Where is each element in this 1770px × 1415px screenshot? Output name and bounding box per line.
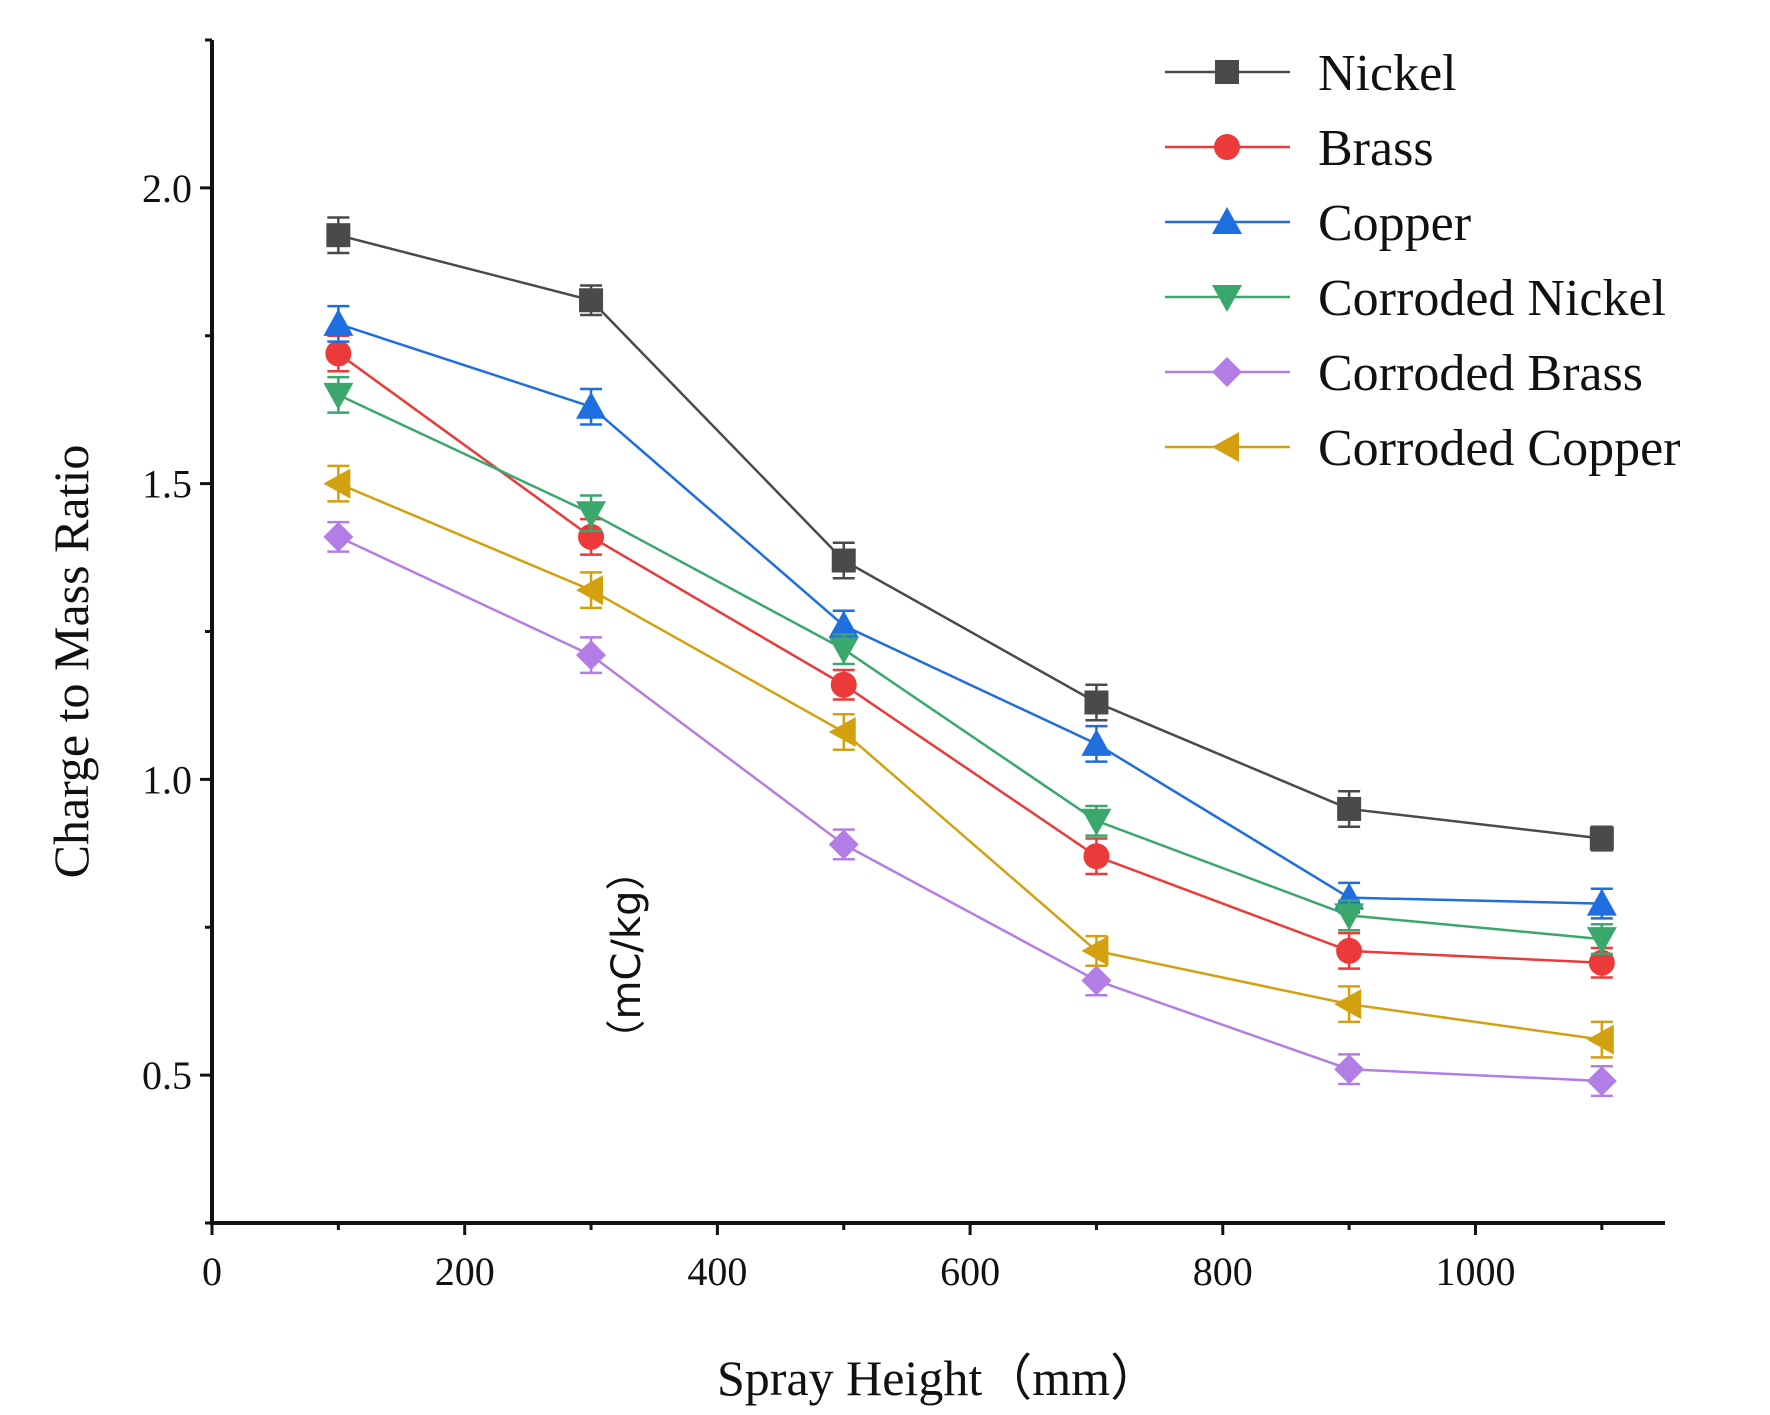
legend-marker <box>1212 207 1242 234</box>
x-tick-label: 1000 <box>1435 1249 1515 1294</box>
y-ticks: 0.5 1.0 1.5 2.0 <box>142 38 212 1225</box>
data-point <box>1586 888 1617 916</box>
data-point <box>1588 949 1615 976</box>
x-ticks: 0 200 400 600 800 1000 <box>202 1223 1604 1294</box>
legend-marker <box>1215 60 1239 84</box>
y-axis-title: Charge to Mass Ratio <box>43 445 99 879</box>
data-point <box>1334 903 1365 931</box>
legend-label: Corroded Nickel <box>1318 270 1666 327</box>
data-point <box>323 382 354 410</box>
series-line <box>337 322 1602 905</box>
data-point <box>828 717 856 748</box>
data-point <box>1081 808 1112 836</box>
legend-item: Copper <box>1165 195 1471 252</box>
data-point <box>828 610 859 638</box>
series-brass <box>325 334 1615 979</box>
legend-marker <box>1212 357 1242 387</box>
data-point <box>1589 826 1614 851</box>
legend-marker <box>1212 285 1242 312</box>
x-tick-label: 600 <box>940 1249 1000 1294</box>
legend-item: Brass <box>1165 120 1434 177</box>
data-point <box>1337 796 1362 821</box>
data-point <box>828 637 859 665</box>
legend-item: Corroded Copper <box>1165 420 1680 477</box>
data-point <box>576 640 607 671</box>
series-corroded-copper <box>323 464 1614 1059</box>
data-point <box>1586 1066 1617 1097</box>
series-corroded-nickel <box>323 375 1617 956</box>
series-line <box>338 233 1602 840</box>
series-nickel <box>326 216 1614 852</box>
data-point <box>1083 843 1110 870</box>
series-line <box>337 535 1602 1083</box>
data-point <box>830 671 857 698</box>
series-line <box>337 482 1602 1041</box>
data-point <box>325 340 352 367</box>
data-point <box>831 548 856 573</box>
y-tick-label: 2.0 <box>142 166 192 211</box>
series-corroded-brass <box>323 520 1617 1098</box>
x-axis-title: Spray Height（mm） <box>717 1350 1160 1406</box>
legend-label: Brass <box>1318 120 1434 177</box>
data-point <box>1334 1054 1365 1085</box>
y-axis-unit: （mC/kg） <box>604 851 650 1060</box>
data-point <box>828 829 859 860</box>
y-tick-label: 0.5 <box>142 1053 192 1098</box>
legend-marker <box>1212 432 1239 462</box>
data-point <box>576 391 607 419</box>
legend-item: Corroded Brass <box>1165 345 1643 402</box>
series-line <box>337 393 1602 941</box>
series-layer <box>323 216 1617 1098</box>
legend-label: Copper <box>1318 195 1471 252</box>
legend-label: Nickel <box>1318 45 1457 102</box>
data-point <box>1586 927 1617 955</box>
legend: Nickel Brass Copper Corroded Nickel Corroded… <box>1165 45 1680 477</box>
x-tick-label: 200 <box>435 1249 495 1294</box>
x-tick-label: 800 <box>1193 1249 1253 1294</box>
data-point <box>576 501 607 529</box>
data-point <box>1586 1024 1614 1055</box>
series-line <box>337 352 1602 964</box>
legend-item: Nickel <box>1165 45 1457 102</box>
legend-label: Corroded Copper <box>1318 420 1680 477</box>
x-tick-label: 400 <box>687 1249 747 1294</box>
data-point <box>579 288 604 313</box>
data-point <box>323 521 354 552</box>
series-copper <box>323 304 1617 920</box>
data-point <box>1084 690 1109 715</box>
x-tick-label: 0 <box>202 1249 222 1294</box>
y-tick-label: 1.0 <box>142 757 192 802</box>
data-point <box>1081 935 1109 966</box>
legend-marker <box>1214 134 1240 160</box>
data-point <box>576 575 604 606</box>
legend-label: Corroded Brass <box>1318 345 1643 402</box>
data-point <box>1334 882 1365 910</box>
y-tick-label: 1.5 <box>142 462 192 507</box>
data-point <box>323 308 354 336</box>
data-point <box>1081 965 1112 996</box>
data-point <box>1334 989 1362 1020</box>
data-point <box>1081 728 1112 756</box>
data-point <box>326 223 351 248</box>
data-point <box>1336 937 1363 964</box>
legend-item: Corroded Nickel <box>1165 270 1666 327</box>
data-point <box>323 468 351 499</box>
